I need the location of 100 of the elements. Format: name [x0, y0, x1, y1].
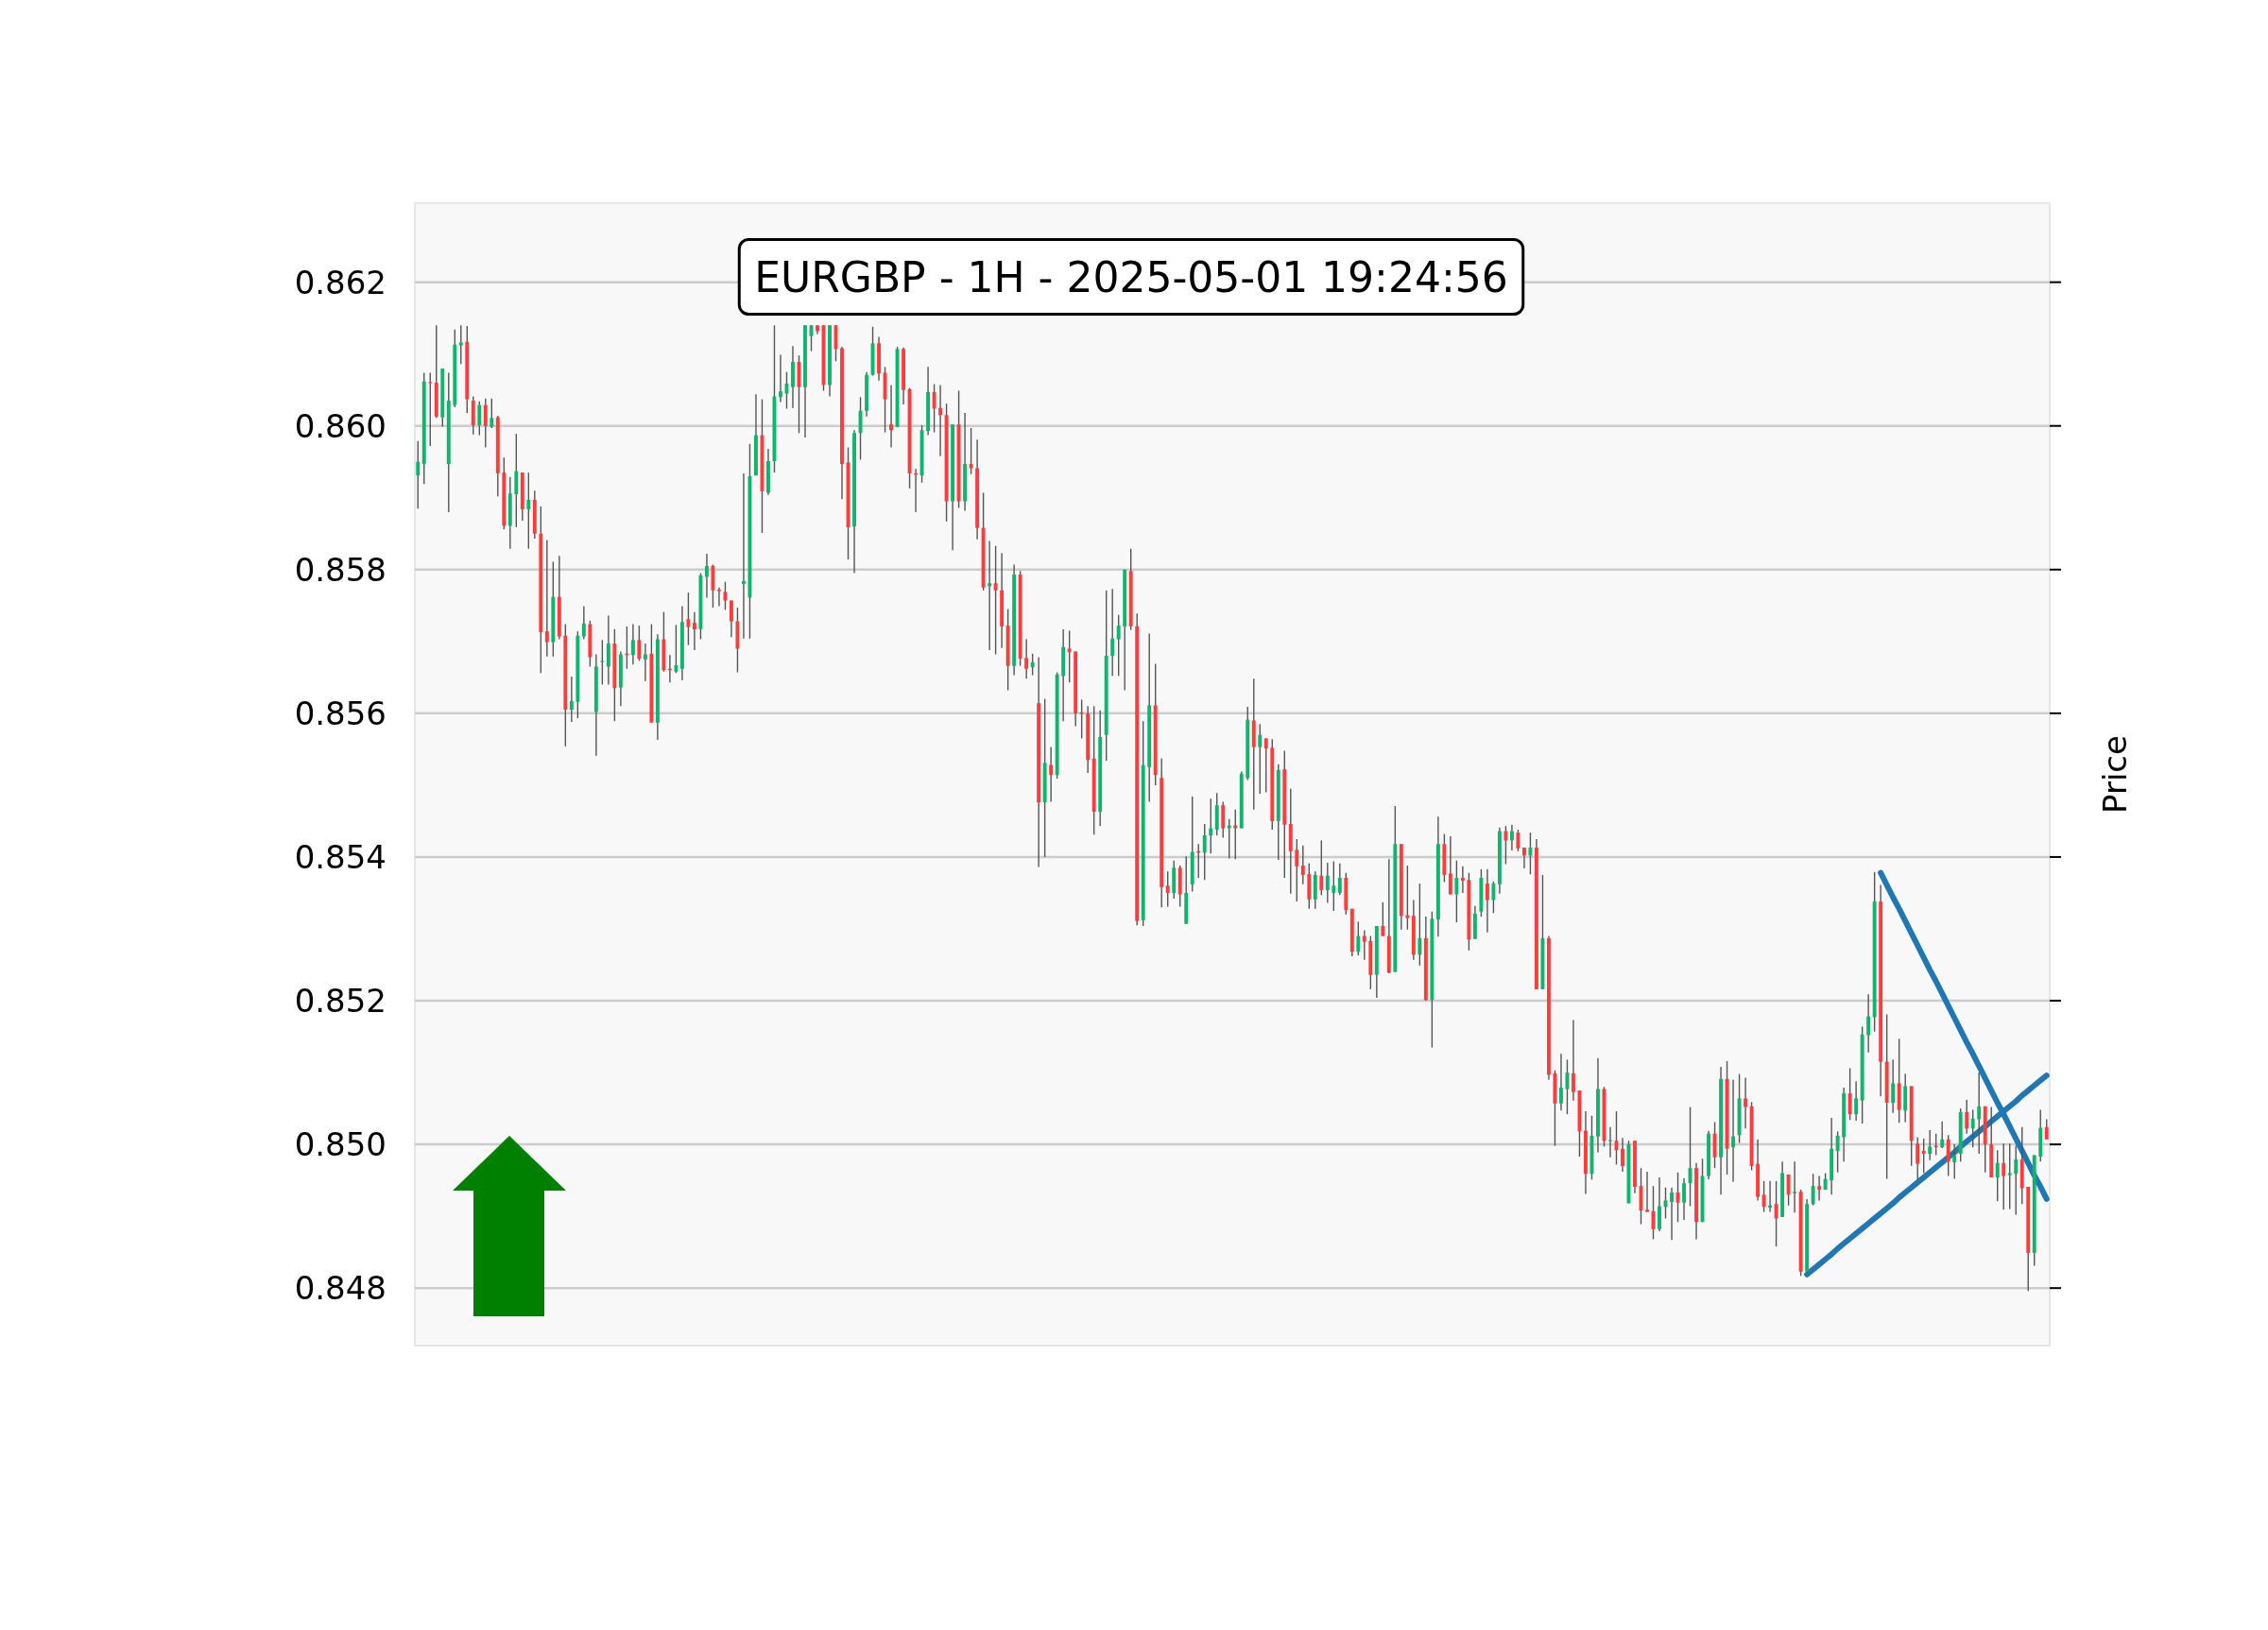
candlestick — [428, 371, 433, 447]
y-tick-label: 0.850 — [294, 1125, 387, 1164]
candlestick — [490, 398, 494, 429]
candlestick — [686, 592, 691, 646]
candlestick — [1448, 835, 1452, 896]
candlestick — [1559, 1053, 1563, 1112]
candlestick — [932, 383, 936, 434]
candlestick — [483, 398, 488, 449]
y-axis-title: Price — [2096, 735, 2134, 814]
candlestick — [1491, 881, 1496, 914]
candlestick — [1521, 847, 1526, 869]
candlestick — [630, 623, 635, 665]
candlestick — [716, 587, 721, 608]
candlestick — [1516, 829, 1521, 852]
candlestick — [1295, 838, 1299, 902]
y-tick-label: 0.852 — [294, 982, 387, 1021]
candlestick — [723, 581, 728, 611]
candlestick — [1928, 1129, 1933, 1161]
candlestick — [1952, 1143, 1957, 1180]
candlestick — [1621, 1137, 1624, 1173]
candlestick — [969, 427, 973, 475]
candlestick — [1866, 993, 1871, 1054]
candlestick — [1418, 883, 1422, 967]
candlestick — [1405, 865, 1410, 931]
candlestick — [988, 540, 992, 651]
candlestick — [1202, 823, 1207, 881]
candlestick — [416, 439, 421, 509]
candlestick — [1067, 629, 1072, 683]
candlestick — [692, 610, 696, 651]
candlestick — [1921, 1138, 1926, 1175]
candlestick — [1319, 839, 1324, 896]
candlestick — [1165, 870, 1170, 908]
candlestick — [1995, 1149, 2000, 1202]
candlestick — [1946, 1134, 1950, 1177]
candlestick — [1362, 929, 1366, 961]
candlestick — [1670, 1187, 1674, 1241]
candlestick — [1528, 832, 1533, 875]
candlestick — [1381, 901, 1385, 937]
candlestick — [477, 401, 482, 437]
candlestick — [1110, 588, 1115, 678]
candlestick — [889, 384, 893, 449]
candlestick — [581, 605, 586, 641]
candlestick — [1030, 653, 1035, 677]
candlestick — [1731, 1078, 1736, 1183]
candlestick — [1337, 863, 1342, 896]
candlestick — [779, 353, 782, 403]
candlestick — [1209, 798, 1213, 854]
text: EURGBP - 1H - 2025-05-01 19:24:56 — [754, 252, 1508, 301]
candlestick — [1227, 817, 1231, 860]
candlestick — [1854, 1080, 1859, 1122]
candlestick — [1485, 868, 1489, 934]
candlestick — [1977, 1072, 1982, 1155]
candlestick — [1233, 809, 1238, 860]
candlestick — [600, 639, 605, 686]
candlestick — [1847, 1067, 1852, 1121]
candlestick — [1682, 1177, 1686, 1221]
candlestick — [1509, 824, 1514, 851]
candlestick — [1645, 1171, 1649, 1213]
candlestick — [993, 545, 998, 656]
candlestick — [1786, 1174, 1791, 1207]
candlestick — [1970, 1108, 1975, 1148]
candlestick — [1817, 1175, 1822, 1202]
y-tick-label: 0.856 — [294, 694, 387, 732]
candlestick — [704, 553, 709, 599]
candlestick — [729, 599, 733, 638]
y-tick-label: 0.858 — [294, 550, 387, 589]
candlestick — [1761, 1180, 1766, 1213]
candlestick — [458, 324, 463, 366]
candlestick — [2044, 1118, 2049, 1141]
candlestick — [1835, 1130, 1840, 1174]
candlestick — [526, 472, 531, 550]
candlestick — [2014, 1144, 2019, 1216]
candlestick — [1049, 746, 1054, 803]
candlestick — [1774, 1180, 1778, 1247]
y-tick-label: 0.862 — [294, 263, 387, 301]
candlestick — [544, 539, 549, 658]
candlestick — [1263, 737, 1268, 794]
candlestick — [1300, 845, 1305, 885]
candlestick — [1793, 1160, 1797, 1214]
candlestick — [1572, 1019, 1575, 1102]
candlestick — [1460, 866, 1465, 894]
candlestick — [643, 643, 647, 682]
candlestick — [1965, 1099, 1969, 1135]
candlestick — [1325, 862, 1330, 904]
candlestick — [1891, 1058, 1896, 1114]
candlestick — [569, 676, 574, 723]
candlestick — [1916, 1136, 1920, 1181]
candlestick — [1940, 1121, 1945, 1149]
candlestick — [2002, 1142, 2006, 1210]
candlestick — [1024, 638, 1029, 680]
candlestick — [1116, 614, 1121, 678]
candlestick — [674, 624, 679, 674]
candlestick — [742, 472, 746, 640]
candlestick — [1079, 698, 1084, 740]
candlestick — [1258, 723, 1263, 795]
candlestick — [1503, 825, 1508, 866]
y-tick-label: 0.848 — [294, 1269, 387, 1308]
candlestick — [938, 384, 943, 457]
candlestick — [1332, 860, 1336, 912]
y-tick-label: 0.854 — [294, 837, 387, 876]
